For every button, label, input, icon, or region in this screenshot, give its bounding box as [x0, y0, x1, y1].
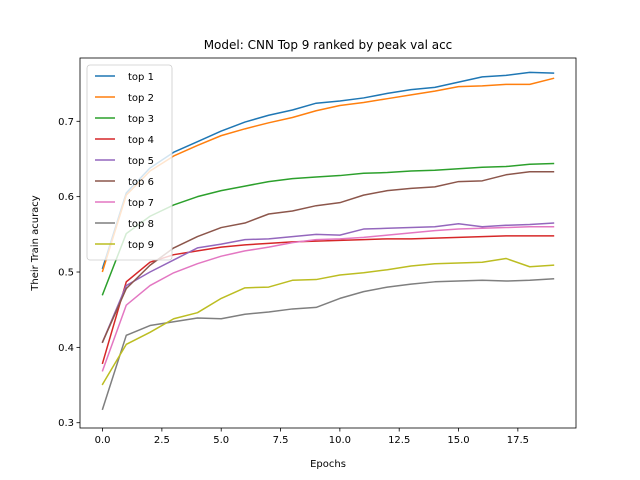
series-line-top-9 — [101, 257, 555, 386]
chart-title: Model: CNN Top 9 ranked by peak val acc — [204, 38, 453, 52]
x-tick-label: 7.5 — [273, 435, 289, 446]
series-line-top-8 — [101, 277, 555, 411]
x-tick-label: 15.0 — [447, 435, 469, 446]
y-axis-ticks: 0.3 0.4 0.5 0.6 0.7 — [58, 117, 80, 429]
y-tick-label: 0.6 — [58, 192, 74, 203]
x-axis-ticks: 0.0 2.5 5.0 7.5 10.0 12.5 15.0 17.5 — [95, 428, 529, 446]
legend-label: top 9 — [128, 240, 154, 251]
x-tick-label: 5.0 — [213, 435, 229, 446]
legend-label: top 5 — [128, 156, 154, 167]
x-tick-label: 10.0 — [329, 435, 351, 446]
series-line-top-1 — [101, 71, 555, 270]
x-tick-label: 2.5 — [154, 435, 170, 446]
x-tick-label: 17.5 — [507, 435, 529, 446]
y-axis-label: Their Train acuracy — [30, 195, 41, 292]
plot-frame — [79, 57, 577, 429]
x-tick-label: 0.0 — [95, 435, 111, 446]
legend-label: top 1 — [128, 72, 154, 83]
y-tick-label: 0.4 — [58, 343, 74, 354]
series-line-top-4 — [101, 235, 555, 365]
x-tick-label: 12.5 — [388, 435, 410, 446]
legend-label: top 8 — [128, 219, 154, 230]
legend-label: top 7 — [128, 198, 154, 209]
series-line-top-2 — [101, 77, 555, 273]
y-tick-label: 0.7 — [58, 117, 74, 128]
series-line-top-3 — [101, 162, 555, 296]
y-tick-label: 0.3 — [58, 418, 74, 429]
plot-lines — [101, 71, 555, 411]
legend-label: top 4 — [128, 135, 154, 146]
legend-label: top 6 — [128, 177, 154, 188]
legend-label: top 2 — [128, 93, 154, 104]
x-axis-label: Epochs — [310, 459, 346, 470]
series-line-top-5 — [101, 222, 555, 344]
legend: top 1 top 2 top 3 top 4 top 5 top 6 top 7 top 8… — [86, 64, 173, 261]
series-line-top-7 — [101, 226, 555, 372]
series-line-top-6 — [101, 171, 555, 344]
legend-label: top 3 — [128, 114, 154, 125]
y-tick-label: 0.5 — [58, 268, 74, 279]
legend-box — [86, 64, 173, 261]
